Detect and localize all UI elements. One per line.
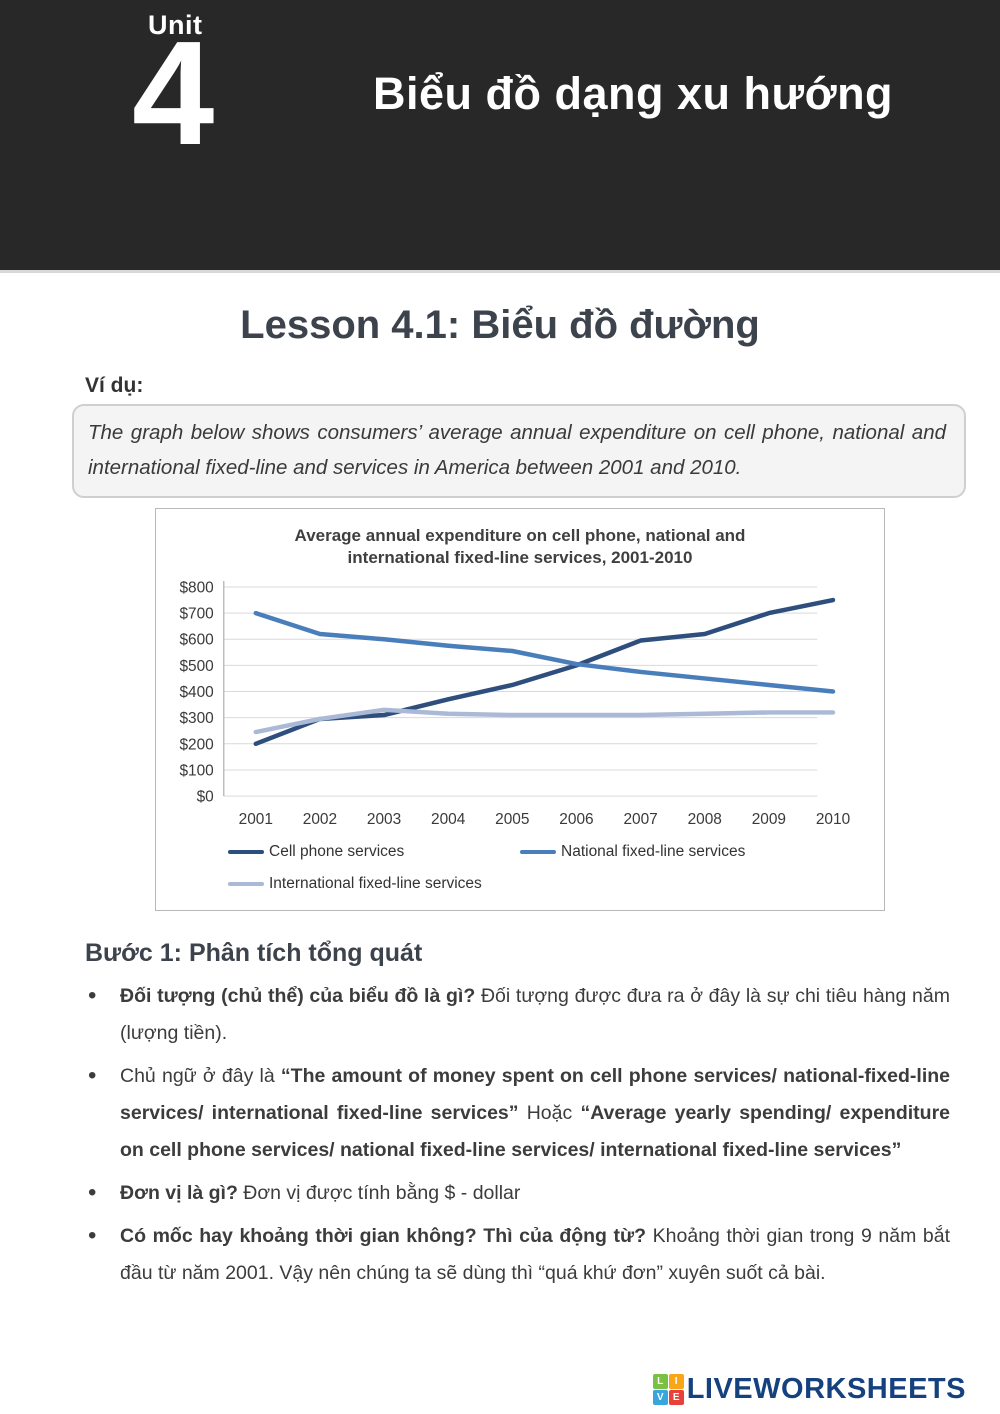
lesson-title: Lesson 4.1: Biểu đồ đường xyxy=(240,303,760,347)
line-chart-svg: $0 $100 $200 $300 $400 $500 $600 $700 $800 2001 20… xyxy=(179,579,850,828)
y-tick-label: $100 xyxy=(179,762,213,779)
bullet-answer-text: Đơn vị được tính bằng $ - dollar xyxy=(243,1181,521,1204)
bullet-question-text: “The amount of money spent on cell phone… xyxy=(120,1064,950,1124)
logo-square-e: E xyxy=(668,1390,684,1405)
legend-line-swatch xyxy=(228,881,264,886)
bullet-question-text: Đơn vị là gì? xyxy=(120,1181,244,1204)
unit-title: Biểu đồ dạng xu hướng xyxy=(373,68,894,119)
legend-label: International fixed-line services xyxy=(269,874,482,892)
x-tick-label: 2005 xyxy=(495,811,529,828)
legend-label: Cell phone services xyxy=(269,842,405,860)
y-tick-label: $500 xyxy=(179,658,213,675)
task-prompt-text: The graph below shows consumers’ average… xyxy=(88,421,946,479)
y-tick-label: $0 xyxy=(197,789,214,806)
bullet-answer-text: Đối tượng được đưa ra ở đây là sự chi ti… xyxy=(120,984,950,1044)
unit-number: 4 xyxy=(132,11,215,176)
y-tick-label: $400 xyxy=(179,684,213,701)
analysis-list: Đối tượng (chủ thể) của biểu đồ là gì? Đ… xyxy=(0,977,1000,1292)
logo-square-l: L xyxy=(652,1374,668,1389)
x-tick-label: 2002 xyxy=(303,811,337,828)
bullet-question-text: “Average yearly spending/ expenditure on… xyxy=(120,1101,950,1161)
legend-item: Cell phone services xyxy=(228,836,520,868)
x-tick-label: 2006 xyxy=(559,811,593,828)
y-tick-label: $700 xyxy=(179,606,213,623)
bullet-question-text: Có mốc hay khoảng thời gian không? Thì c… xyxy=(120,1224,653,1247)
analysis-bullet: Đơn vị là gì? Đơn vị được tính bằng $ - … xyxy=(88,1174,950,1212)
x-tick-label: 2003 xyxy=(367,811,401,828)
task-prompt-box: The graph below shows consumers’ average… xyxy=(72,404,966,498)
analysis-bullet: Chủ ngữ ở đây là “The amount of money sp… xyxy=(88,1057,950,1169)
chart-panel: Average annual expenditure on cell phone… xyxy=(155,508,885,911)
chart-title: Average annual expenditure on cell phone… xyxy=(294,526,746,567)
bullet-answer-text: Khoảng thời gian trong 9 năm bắt đầu từ … xyxy=(120,1224,951,1284)
worksheet-page: Unit 4 Biểu đồ dạng xu hướng Lesson 4.1:… xyxy=(0,0,1000,1292)
x-tick-label: 2007 xyxy=(623,811,657,828)
logo-square-v: V xyxy=(652,1390,668,1405)
bullet-answer-text: Hoặc xyxy=(518,1101,581,1124)
step-heading: Bước 1: Phân tích tổng quát xyxy=(85,938,423,967)
unit-label: Unit xyxy=(148,10,203,40)
legend-label: National fixed-line services xyxy=(561,842,746,860)
legend-item: International fixed-line services xyxy=(228,868,482,900)
x-tick-label: 2010 xyxy=(816,811,850,828)
legend-line-swatch xyxy=(520,849,556,854)
x-tick-label: 2004 xyxy=(431,811,466,828)
y-tick-label: $800 xyxy=(179,579,213,596)
bullet-question-text: Đối tượng (chủ thể) của biểu đồ là gì? xyxy=(120,984,481,1007)
liveworksheets-wordmark: LIVEWORKSHEETS xyxy=(686,1373,966,1405)
y-tick-label: $200 xyxy=(179,736,213,753)
series-line-0 xyxy=(253,597,836,747)
legend-item: National fixed-line services xyxy=(520,836,850,868)
bullet-answer-text: Chủ ngữ ở đây là xyxy=(120,1064,281,1087)
y-tick-label: $300 xyxy=(179,710,213,727)
series-line-2 xyxy=(253,707,836,735)
chart-legend: Cell phone services National fixed-line s… xyxy=(228,836,858,900)
series-line-1 xyxy=(253,610,836,694)
analysis-bullet: Có mốc hay khoảng thời gian không? Thì c… xyxy=(88,1217,951,1292)
analysis-bullet: Đối tượng (chủ thể) của biểu đồ là gì? Đ… xyxy=(88,977,950,1052)
y-tick-label: $600 xyxy=(179,632,213,649)
unit-header: Unit 4 Biểu đồ dạng xu hướng xyxy=(0,0,1000,273)
example-label: Ví dụ: xyxy=(85,374,144,397)
x-tick-label: 2001 xyxy=(239,811,273,828)
logo-square-i: I xyxy=(668,1374,684,1389)
x-tick-label: 2008 xyxy=(688,811,722,828)
x-tick-label: 2009 xyxy=(752,811,786,828)
legend-line-swatch xyxy=(228,849,264,854)
